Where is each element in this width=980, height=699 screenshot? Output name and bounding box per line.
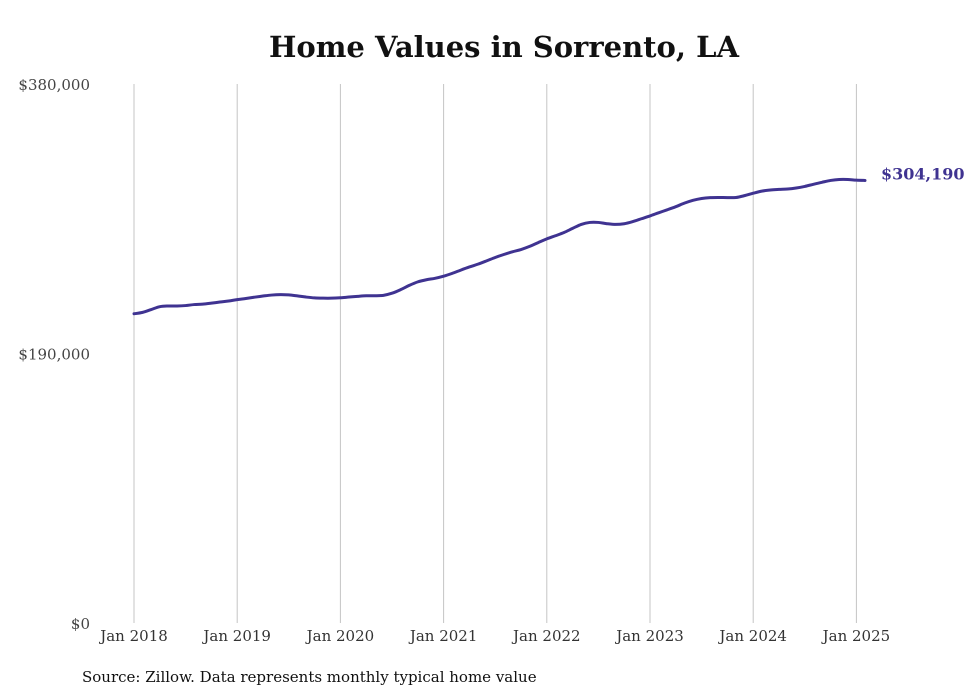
x-tick-label: Jan 2021 [408, 627, 478, 645]
series-line [132, 177, 867, 316]
grid-layer [133, 84, 857, 623]
y-tick-label: $0 [71, 615, 90, 633]
series-layer: $304,190 [132, 164, 965, 316]
y-axis-ticks: $0 $190,000 $380,000 [18, 76, 90, 633]
end-value-label: $304,190 [881, 164, 965, 183]
source-note: Source: Zillow. Data represents monthly … [82, 668, 537, 686]
x-tick-label: Jan 2020 [305, 627, 375, 645]
x-tick-label: Jan 2025 [821, 627, 891, 645]
x-axis-ticks: Jan 2018 Jan 2019 Jan 2020 Jan 2021 Jan 2022… [98, 627, 890, 645]
y-tick-label: $190,000 [18, 346, 90, 364]
chart-title: Home Values in Sorrento, LA [269, 30, 739, 64]
x-tick-label: Jan 2024 [717, 627, 787, 645]
x-tick-label: Jan 2019 [201, 627, 271, 645]
x-tick-label: Jan 2018 [98, 627, 168, 645]
y-tick-label: $380,000 [18, 76, 90, 94]
x-tick-label: Jan 2022 [511, 627, 581, 645]
x-tick-label: Jan 2023 [614, 627, 684, 645]
